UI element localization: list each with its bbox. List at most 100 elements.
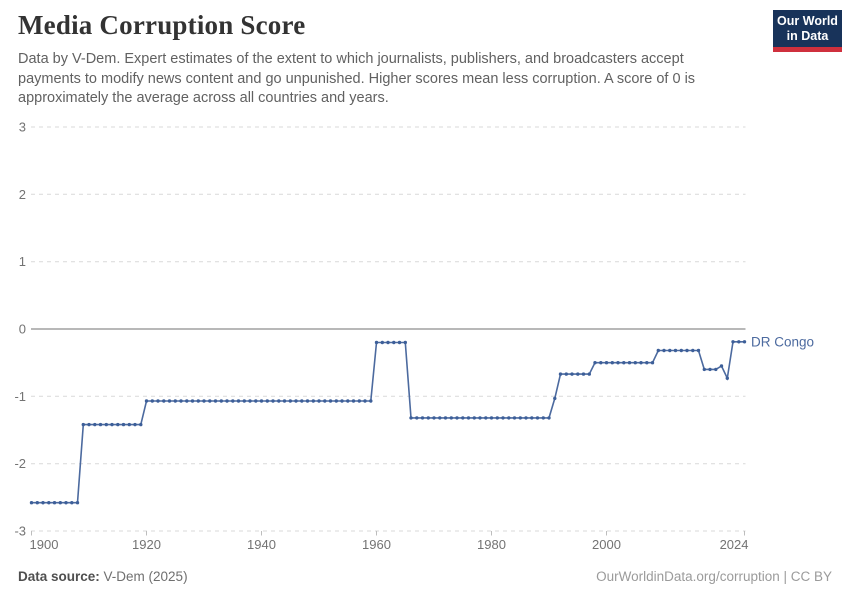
data-point[interactable]	[409, 416, 413, 420]
data-point[interactable]	[547, 416, 551, 420]
data-point[interactable]	[259, 399, 264, 403]
data-point[interactable]	[231, 399, 235, 403]
data-point[interactable]	[466, 416, 471, 420]
data-point[interactable]	[541, 416, 545, 420]
data-point[interactable]	[564, 372, 568, 376]
data-point[interactable]	[472, 416, 476, 420]
data-point[interactable]	[420, 416, 425, 420]
data-point[interactable]	[271, 399, 275, 403]
data-point[interactable]	[300, 399, 304, 403]
owid-logo[interactable]: Our World in Data	[773, 10, 842, 52]
data-point[interactable]	[581, 372, 586, 376]
data-point[interactable]	[501, 416, 505, 420]
data-point[interactable]	[305, 399, 310, 403]
data-point[interactable]	[495, 416, 499, 420]
data-point[interactable]	[202, 399, 206, 403]
data-point[interactable]	[593, 361, 597, 365]
data-point[interactable]	[714, 367, 718, 372]
data-point[interactable]	[167, 399, 172, 403]
data-point[interactable]	[35, 501, 39, 505]
data-point[interactable]	[133, 422, 137, 427]
data-point[interactable]	[403, 340, 407, 345]
data-point[interactable]	[121, 422, 126, 427]
rights-link[interactable]: OurWorldinData.org/corruption | CC BY	[596, 569, 832, 584]
data-point[interactable]	[633, 361, 637, 365]
data-point[interactable]	[570, 372, 574, 376]
data-point[interactable]	[702, 367, 706, 372]
data-point[interactable]	[449, 416, 453, 420]
data-point[interactable]	[685, 348, 689, 353]
data-point[interactable]	[627, 361, 632, 365]
data-point[interactable]	[70, 501, 74, 505]
data-point[interactable]	[558, 372, 563, 376]
data-point[interactable]	[719, 364, 724, 368]
data-point[interactable]	[311, 399, 315, 403]
data-point[interactable]	[392, 340, 396, 345]
data-point[interactable]	[604, 361, 609, 365]
data-point[interactable]	[587, 372, 591, 376]
data-line[interactable]	[31, 341, 745, 504]
data-point[interactable]	[737, 340, 741, 344]
data-point[interactable]	[639, 361, 643, 365]
data-point[interactable]	[369, 399, 373, 403]
data-point[interactable]	[374, 340, 379, 345]
data-point[interactable]	[622, 361, 626, 365]
data-point[interactable]	[616, 361, 620, 365]
data-point[interactable]	[127, 422, 131, 427]
data-point[interactable]	[484, 416, 488, 420]
data-point[interactable]	[98, 422, 103, 427]
data-point[interactable]	[58, 501, 62, 505]
data-point[interactable]	[277, 399, 281, 403]
data-point[interactable]	[236, 399, 241, 403]
data-point[interactable]	[380, 340, 384, 345]
data-point[interactable]	[662, 348, 666, 353]
data-point[interactable]	[553, 396, 557, 401]
data-point[interactable]	[340, 399, 344, 403]
data-point[interactable]	[530, 416, 534, 420]
data-point[interactable]	[679, 348, 683, 353]
data-point[interactable]	[323, 399, 327, 403]
data-point[interactable]	[144, 399, 149, 403]
data-point[interactable]	[524, 416, 528, 420]
data-point[interactable]	[351, 399, 356, 403]
data-point[interactable]	[294, 399, 298, 403]
data-point[interactable]	[139, 422, 143, 427]
data-point[interactable]	[87, 422, 91, 427]
data-point[interactable]	[610, 361, 614, 365]
data-point[interactable]	[363, 399, 367, 403]
data-point[interactable]	[213, 399, 218, 403]
data-point[interactable]	[455, 416, 459, 420]
data-point[interactable]	[110, 422, 114, 427]
data-point[interactable]	[742, 340, 747, 344]
data-point[interactable]	[461, 416, 465, 420]
data-point[interactable]	[708, 367, 712, 372]
data-point[interactable]	[93, 422, 97, 427]
data-point[interactable]	[357, 399, 361, 403]
data-point[interactable]	[518, 416, 522, 420]
data-point[interactable]	[196, 399, 200, 403]
data-point[interactable]	[242, 399, 246, 403]
data-point[interactable]	[328, 399, 333, 403]
data-point[interactable]	[116, 422, 120, 427]
data-point[interactable]	[438, 416, 442, 420]
data-point[interactable]	[650, 361, 655, 365]
data-point[interactable]	[81, 422, 86, 427]
data-point[interactable]	[317, 399, 321, 403]
data-point[interactable]	[173, 399, 177, 403]
data-point[interactable]	[489, 416, 494, 420]
data-point[interactable]	[288, 399, 292, 403]
data-point[interactable]	[535, 416, 540, 420]
data-point[interactable]	[47, 501, 51, 505]
data-point[interactable]	[673, 348, 678, 353]
data-point[interactable]	[248, 399, 252, 403]
data-point[interactable]	[432, 416, 436, 420]
data-point[interactable]	[656, 348, 660, 353]
data-point[interactable]	[576, 372, 580, 376]
data-point[interactable]	[645, 361, 649, 365]
data-point[interactable]	[179, 399, 183, 403]
data-point[interactable]	[265, 399, 269, 403]
data-point[interactable]	[731, 340, 735, 344]
data-point[interactable]	[208, 399, 212, 403]
data-point[interactable]	[668, 348, 672, 353]
